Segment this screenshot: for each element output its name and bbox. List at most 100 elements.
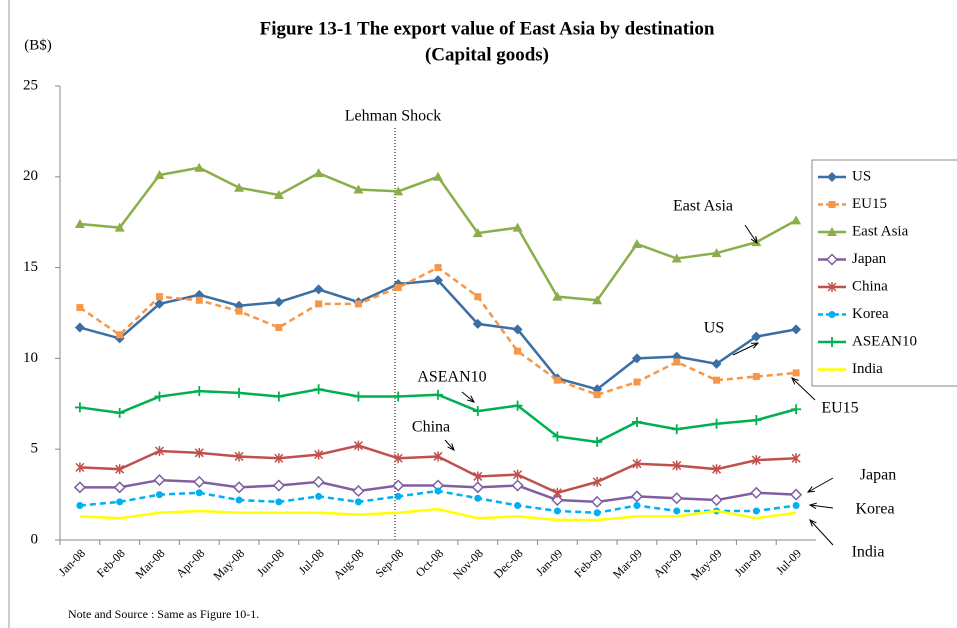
marker xyxy=(827,282,837,292)
marker xyxy=(631,238,642,248)
y-tick-label: 20 xyxy=(23,168,38,184)
marker xyxy=(193,475,206,488)
marker xyxy=(74,322,85,333)
marker xyxy=(272,479,285,492)
annotation: India xyxy=(852,544,885,561)
y-axis-label: (B$) xyxy=(24,37,52,53)
marker xyxy=(514,501,522,509)
annotation-arrow xyxy=(791,377,816,401)
marker xyxy=(552,431,563,442)
annotation-arrow xyxy=(809,504,834,509)
x-tick-label: May-08 xyxy=(210,546,247,583)
marker xyxy=(591,495,604,508)
marker xyxy=(791,215,802,225)
annotation-arrow xyxy=(809,519,834,546)
arrow-head xyxy=(467,395,475,403)
arrow-head xyxy=(806,486,816,493)
marker xyxy=(153,474,166,487)
marker xyxy=(512,222,523,232)
legend-label: US xyxy=(852,168,871,184)
x-tick-label: May-09 xyxy=(688,546,725,583)
chart-title: Figure 13-1 The export value of East Asi… xyxy=(260,18,715,39)
annotation: China xyxy=(412,419,450,436)
marker xyxy=(155,293,163,301)
legend-label: EU15 xyxy=(852,196,887,212)
marker xyxy=(154,169,165,179)
y-tick-label: 25 xyxy=(23,77,38,93)
marker xyxy=(116,331,124,339)
x-tick-label: Jan-09 xyxy=(533,546,566,579)
annotation-arrow xyxy=(744,224,758,244)
marker xyxy=(711,418,722,429)
marker xyxy=(354,498,362,506)
marker xyxy=(472,228,483,238)
marker xyxy=(234,451,244,462)
annotation: US xyxy=(704,320,724,337)
x-tick-label: Aug-08 xyxy=(331,546,367,582)
legend-label: China xyxy=(852,278,888,294)
x-tick-label: Mar-08 xyxy=(132,546,167,581)
marker xyxy=(791,324,802,335)
marker xyxy=(74,402,85,413)
marker xyxy=(155,491,163,499)
arrow-head xyxy=(750,342,760,349)
series-line xyxy=(79,507,797,522)
marker xyxy=(433,451,443,462)
marker xyxy=(711,464,722,475)
marker xyxy=(553,376,561,384)
marker xyxy=(315,300,323,308)
legend-label: Japan xyxy=(852,251,887,267)
marker xyxy=(113,481,126,494)
y-tick-label: 15 xyxy=(23,259,38,275)
marker xyxy=(393,186,404,196)
marker xyxy=(393,391,404,402)
marker xyxy=(73,481,86,494)
annotation-arrow xyxy=(732,342,759,356)
legend-box xyxy=(811,159,957,387)
annotation: East Asia xyxy=(673,198,733,215)
marker xyxy=(235,307,243,315)
marker xyxy=(313,284,324,295)
marker xyxy=(194,162,205,172)
marker xyxy=(154,446,165,457)
marker xyxy=(473,471,483,482)
marker xyxy=(114,407,125,418)
marker xyxy=(828,201,836,208)
x-tick-label: Feb-08 xyxy=(94,546,128,580)
marker xyxy=(114,222,125,232)
marker xyxy=(792,369,800,377)
marker xyxy=(592,476,602,487)
annotation: Japan xyxy=(860,467,896,484)
marker xyxy=(552,487,562,498)
marker xyxy=(827,227,837,236)
marker xyxy=(275,324,283,332)
marker xyxy=(474,494,482,502)
x-tick-label: Mar-09 xyxy=(610,546,645,581)
marker xyxy=(433,275,443,286)
marker xyxy=(154,391,165,402)
marker xyxy=(631,416,642,427)
marker xyxy=(313,168,324,178)
marker xyxy=(195,489,203,497)
marker xyxy=(827,172,837,182)
legend-label: ASEAN10 xyxy=(852,333,917,349)
marker xyxy=(393,453,403,464)
marker xyxy=(828,311,836,318)
marker xyxy=(194,386,205,397)
marker xyxy=(553,507,561,515)
arrow-head xyxy=(447,443,455,451)
marker xyxy=(434,487,442,495)
legend-label: East Asia xyxy=(852,223,909,239)
marker xyxy=(472,406,483,417)
annotation: Lehman Shock xyxy=(345,108,441,125)
chart-subtitle: (Capital goods) xyxy=(425,44,549,65)
x-tick-label: Apr-09 xyxy=(651,546,685,580)
annotation-arrow xyxy=(461,391,475,403)
marker xyxy=(711,248,722,258)
marker xyxy=(115,464,125,475)
marker xyxy=(273,189,284,199)
marker xyxy=(751,455,761,466)
marker xyxy=(353,440,363,451)
marker xyxy=(353,184,364,194)
